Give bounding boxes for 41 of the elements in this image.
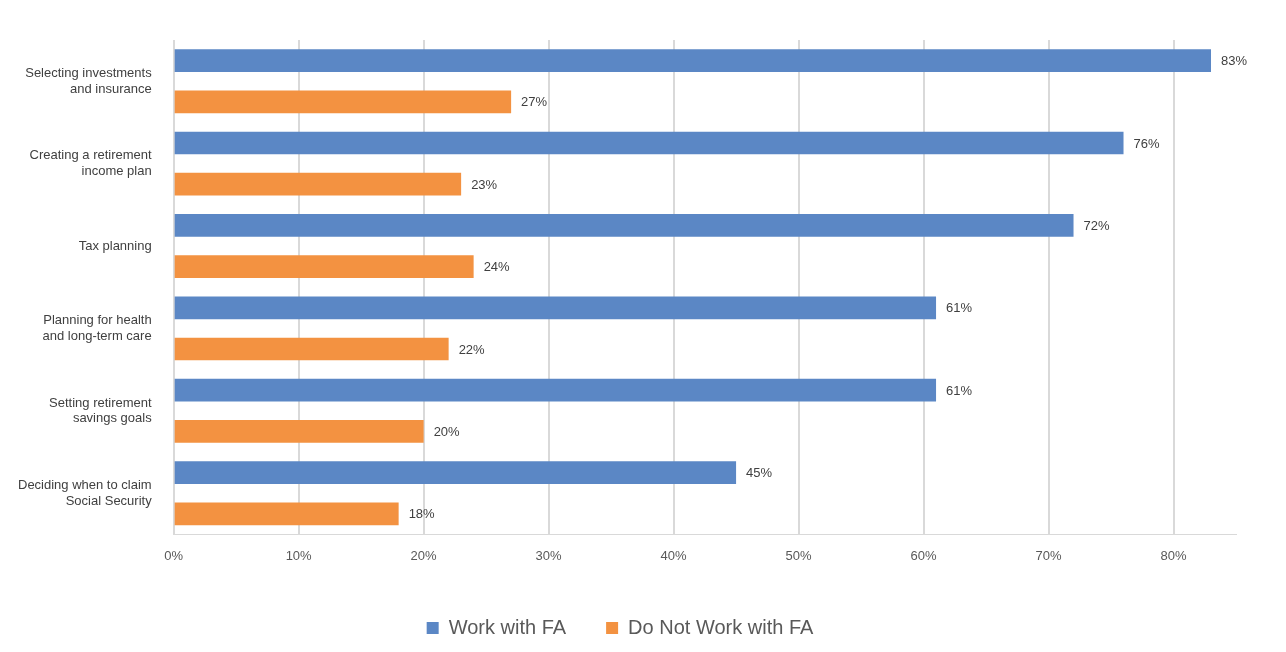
bar xyxy=(174,214,1074,237)
y-tick-label: Setting retirement savings goals xyxy=(49,394,153,426)
bar xyxy=(174,131,1124,155)
legend-label: Work with FA xyxy=(448,615,567,638)
bar xyxy=(174,172,462,196)
bar xyxy=(174,49,1211,72)
data-label: 22% xyxy=(458,341,486,357)
bar xyxy=(174,502,399,526)
x-tick-label: 0% xyxy=(164,547,184,563)
data-label: 27% xyxy=(521,94,548,110)
bar xyxy=(174,378,937,402)
data-label: 76% xyxy=(1133,135,1160,151)
y-tick-label: Creating a retirement income plan xyxy=(29,147,153,178)
x-tick-label: 80% xyxy=(1160,547,1187,563)
bar xyxy=(174,461,737,484)
y-tick-label: Deciding when to claim Social Security xyxy=(17,476,153,508)
x-tick-label: 50% xyxy=(785,547,813,563)
bar xyxy=(174,296,937,320)
data-label: 61% xyxy=(946,300,973,316)
data-label: 18% xyxy=(408,506,436,522)
bar xyxy=(174,90,512,114)
data-label: 83% xyxy=(1221,53,1248,69)
data-label: 20% xyxy=(433,423,461,439)
data-label: 23% xyxy=(471,176,498,192)
data-label: 72% xyxy=(1083,217,1110,233)
y-tick-label: Planning for health and long-term care xyxy=(42,312,152,343)
legend-label: Do Not Work with FA xyxy=(628,615,814,638)
x-tick-label: 10% xyxy=(285,547,313,563)
x-tick-label: 30% xyxy=(535,547,563,563)
bar xyxy=(174,255,474,278)
data-label: 45% xyxy=(746,465,773,481)
data-label: 61% xyxy=(946,382,973,398)
x-tick-label: 60% xyxy=(910,547,937,563)
data-label: 24% xyxy=(483,259,511,275)
x-tick-label: 70% xyxy=(1035,547,1062,563)
x-tick-label: 20% xyxy=(410,547,438,563)
x-tick-label: 40% xyxy=(660,547,688,563)
y-tick-label: Tax planning xyxy=(78,237,152,253)
bar xyxy=(174,420,424,443)
bar xyxy=(174,337,449,361)
y-tick-label: Selecting investments and insurance xyxy=(25,64,153,96)
